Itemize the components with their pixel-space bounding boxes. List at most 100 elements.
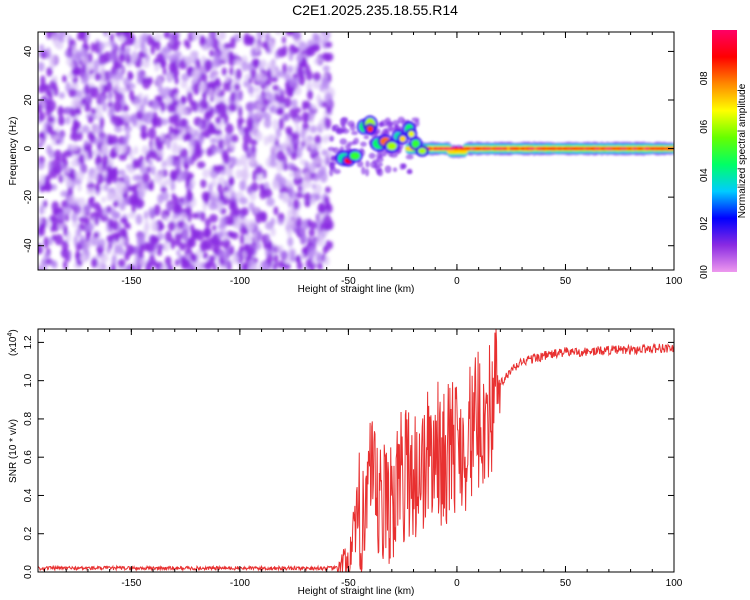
heatmap-noise-cell bbox=[316, 94, 322, 103]
heatmap-noise-cell bbox=[322, 78, 330, 90]
heatmap-noise-cell bbox=[156, 249, 163, 257]
heatmap-signal-cell bbox=[356, 160, 364, 168]
heatmap-noise-cell bbox=[250, 68, 257, 79]
heatmap-noise-cell bbox=[272, 84, 280, 92]
heatmap-noise-cell bbox=[38, 243, 42, 254]
heatmap-noise-cell bbox=[117, 188, 126, 195]
heatmap-noise-cell bbox=[251, 145, 256, 154]
heatmap-noise-cell bbox=[79, 253, 88, 263]
heatmap-noise-cell bbox=[265, 247, 271, 257]
heatmap-noise-cell bbox=[58, 174, 64, 184]
heatmap-noise-cell bbox=[287, 198, 293, 208]
heatmap-noise-cell bbox=[143, 96, 148, 107]
heatmap-noise-cell bbox=[139, 167, 148, 174]
heatmap-noise-cell bbox=[154, 135, 161, 148]
heatmap-noise-cell bbox=[92, 172, 98, 181]
heatmap-noise-cell bbox=[54, 149, 62, 160]
heatmap-noise-cell bbox=[174, 159, 180, 169]
heatmap-noise-cell bbox=[322, 65, 330, 73]
heatmap-x-tick-label: -50 bbox=[341, 276, 356, 287]
heatmap-noise-cell bbox=[151, 100, 160, 108]
colorbar-tick-label: 0.6 bbox=[699, 119, 710, 133]
heatmap-noise-cell bbox=[261, 41, 269, 49]
heatmap-noise-cell bbox=[322, 223, 329, 232]
heatmap-noise-cell bbox=[85, 62, 94, 72]
heatmap-noise-cell bbox=[38, 137, 44, 146]
heatmap-noise-cell bbox=[174, 76, 179, 85]
heatmap-noise-cell bbox=[184, 206, 192, 216]
heatmap-noise-cell bbox=[38, 223, 46, 231]
heatmap-noise-cell bbox=[281, 193, 288, 200]
heatmap-noise-cell bbox=[43, 236, 49, 249]
heatmap-noise-cell bbox=[139, 103, 145, 114]
heatmap-noise-cell bbox=[254, 117, 260, 125]
heatmap-noise-cell bbox=[172, 113, 180, 123]
heatmap-signal-cell bbox=[351, 140, 357, 146]
snr-y-ticks: 0.0 0.2 0.4 0.6 0.8 1.0 1.2 bbox=[23, 335, 674, 579]
heatmap-noise-cell bbox=[159, 118, 169, 126]
heatmap-noise-cell bbox=[281, 36, 286, 44]
heatmap-noise-cell bbox=[168, 125, 174, 133]
heatmap-noise-cell bbox=[252, 170, 258, 182]
heatmap-noise-cell bbox=[181, 232, 189, 243]
heatmap-noise-cell bbox=[172, 203, 180, 215]
heatmap-x-tick-label: -100 bbox=[230, 276, 250, 287]
heatmap-noise-cell bbox=[277, 94, 286, 105]
heatmap-noise-cell bbox=[105, 173, 113, 186]
heatmap-noise-cell bbox=[314, 183, 323, 195]
heatmap-noise-cell bbox=[312, 71, 321, 82]
snr-x-tick-label: 100 bbox=[666, 578, 683, 589]
heatmap-noise-cell bbox=[52, 167, 58, 179]
heatmap-x-tick-label: 50 bbox=[560, 276, 572, 287]
heatmap-noise-cell bbox=[182, 223, 190, 235]
heatmap-noise-cell bbox=[301, 57, 308, 68]
heatmap-signal-cell bbox=[376, 156, 384, 163]
heatmap-noise-cell bbox=[67, 195, 76, 205]
heatmap-noise-cell bbox=[58, 92, 66, 99]
heatmap-noise-cell bbox=[114, 92, 123, 102]
heatmap-signal-cell bbox=[594, 146, 601, 151]
heatmap-noise-cell bbox=[38, 85, 46, 94]
heatmap-noise-cell bbox=[216, 164, 226, 171]
heatmap-noise-cell bbox=[146, 243, 155, 253]
heatmap-noise-cell bbox=[174, 93, 179, 102]
heatmap-noise-cell bbox=[136, 158, 142, 169]
heatmap-noise-cell bbox=[94, 72, 102, 81]
heatmap-signal-cell bbox=[329, 161, 337, 166]
heatmap-noise-cell bbox=[167, 203, 173, 212]
heatmap-signal-cell bbox=[626, 146, 633, 151]
heatmap-y-tick-label: -40 bbox=[23, 238, 34, 253]
heatmap-noise-cell bbox=[151, 143, 157, 151]
heatmap-noise-cell bbox=[205, 260, 215, 267]
heatmap-noise-cell bbox=[233, 83, 241, 91]
heatmap-noise-cell bbox=[88, 52, 93, 64]
heatmap-noise-cell bbox=[106, 234, 114, 243]
heatmap-noise-cell bbox=[50, 225, 56, 233]
heatmap-noise-cell bbox=[111, 40, 117, 51]
heatmap-noise-cell bbox=[249, 157, 257, 167]
heatmap-noise-cell bbox=[75, 89, 82, 99]
heatmap-noise-cell bbox=[102, 168, 108, 179]
heatmap-signal-cell bbox=[370, 161, 378, 169]
heatmap-noise-cell bbox=[309, 141, 315, 150]
colorbar-tick-label: 0.0 bbox=[699, 265, 710, 279]
heatmap-noise-cell bbox=[192, 83, 200, 96]
heatmap-noise-cell bbox=[250, 112, 257, 120]
heatmap-noise-cell bbox=[223, 81, 228, 92]
heatmap-signal-cell bbox=[484, 146, 493, 151]
heatmap-noise-cell bbox=[276, 70, 286, 78]
heatmap-noise-cell bbox=[240, 154, 249, 167]
heatmap-noise-cell bbox=[324, 92, 333, 105]
heatmap-noise-cell bbox=[153, 33, 163, 41]
heatmap-noise-cell bbox=[250, 263, 259, 270]
snr-x-tick-label: -50 bbox=[341, 578, 356, 589]
heatmap-noise-cell bbox=[272, 179, 279, 191]
heatmap-noise-cell bbox=[138, 92, 143, 100]
heatmap-noise-cell bbox=[198, 83, 207, 93]
heatmap-signal-cell bbox=[539, 146, 548, 151]
heatmap-noise-cell bbox=[113, 69, 121, 81]
heatmap-noise-cell bbox=[221, 238, 231, 249]
heatmap-signal-cell bbox=[463, 146, 473, 151]
heatmap-noise-cell bbox=[52, 134, 60, 141]
heatmap-noise-cell bbox=[264, 91, 273, 99]
